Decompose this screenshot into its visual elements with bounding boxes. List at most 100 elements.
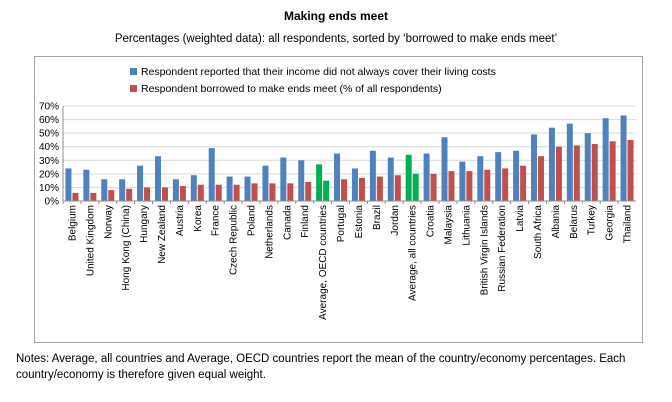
x-tick-label: United Kingdom [85, 205, 96, 276]
bar-borrowed [323, 180, 330, 201]
axes [62, 106, 636, 204]
x-tick-label: Austria [175, 205, 186, 237]
bar-borrowed [412, 173, 419, 201]
bar-income-not-cover [620, 115, 627, 201]
legend-label: Respondent reported that their income di… [141, 66, 496, 78]
bar-income-not-cover [298, 160, 305, 201]
bar-income-not-cover [208, 148, 215, 201]
bar-borrowed [251, 183, 258, 201]
bar-income-not-cover [119, 179, 126, 201]
bar-income-not-cover [334, 153, 341, 201]
bar-income-not-cover [137, 165, 144, 201]
bar-borrowed [358, 177, 365, 201]
bar-income-not-cover [280, 157, 287, 201]
bar-income-not-cover [584, 133, 591, 201]
bar-borrowed [233, 184, 240, 201]
x-tick-label: Jordan [390, 205, 401, 236]
bar-income-not-cover [83, 169, 90, 201]
bar-borrowed [484, 169, 491, 201]
y-axis-ticks: 0% 10% 20% 30% 40% 50% 60% 70% [39, 102, 59, 208]
bar-income-not-cover [459, 161, 466, 201]
bar-income-not-cover [316, 164, 323, 201]
chart-frame: 0% 10% 20% 30% 40% 50% 60% 70% Belgium United Ki… [34, 56, 643, 343]
bar-income-not-cover [65, 168, 72, 201]
bar-borrowed [627, 139, 634, 201]
bar-income-not-cover [423, 153, 430, 201]
bar-borrowed [430, 173, 437, 201]
y-tick-label: 10% [39, 183, 59, 194]
x-tick-label: France [211, 205, 222, 237]
chart-title: Making ends meet [283, 9, 389, 23]
x-tick-label: Belarus [569, 205, 580, 239]
x-tick-label: Estonia [354, 205, 365, 239]
chart-subtitle: Percentages (weighted data): all respond… [114, 33, 558, 45]
bar-income-not-cover [172, 179, 179, 201]
x-tick-label: Netherlands [264, 205, 275, 259]
legend-swatch [130, 85, 137, 92]
x-tick-label: Norway [103, 205, 114, 239]
x-tick-label: Hong Kong (China) [121, 205, 132, 291]
bar-borrowed [609, 141, 616, 201]
y-tick-label: 60% [39, 115, 59, 126]
bar-borrowed [108, 190, 115, 201]
x-tick-label: New Zealand [157, 205, 168, 264]
legend: Respondent reported that their income di… [130, 66, 496, 95]
bar-income-not-cover [369, 150, 376, 201]
x-tick-label: Thailand [623, 205, 634, 243]
y-tick-label: 30% [39, 156, 59, 167]
bar-borrowed [341, 179, 348, 201]
bar-income-not-cover [405, 154, 412, 201]
x-tick-label: Finland [300, 205, 311, 238]
bar-borrowed [520, 165, 527, 201]
bar-borrowed [72, 192, 79, 201]
x-tick-label: Portugal [336, 205, 347, 242]
y-tick-label: 50% [39, 129, 59, 140]
x-tick-label: Canada [282, 205, 293, 240]
bar-income-not-cover [513, 150, 520, 201]
bar-income-not-cover [190, 175, 197, 201]
x-axis-labels: Belgium United Kingdom Norway Hong Kong (Ch… [67, 205, 633, 320]
x-tick-label: Latvia [515, 205, 526, 232]
bar-borrowed [555, 146, 562, 201]
x-tick-label: Czech Republic [229, 205, 240, 275]
bar-borrowed [144, 187, 151, 201]
x-tick-label: Poland [247, 205, 258, 236]
bar-borrowed [394, 175, 401, 201]
bar-borrowed [161, 187, 168, 201]
y-tick-label: 0% [45, 197, 60, 208]
x-tick-label: British Virgin Islands [479, 205, 490, 295]
x-tick-label: Malaysia [443, 205, 454, 245]
bar-borrowed [466, 171, 473, 201]
x-tick-label: Russian Federation [497, 205, 508, 292]
bar-borrowed [269, 183, 276, 201]
x-tick-label: Lithuania [461, 205, 472, 246]
y-tick-label: 70% [39, 102, 59, 113]
bar-borrowed [179, 186, 186, 201]
y-tick-label: 20% [39, 169, 59, 180]
x-tick-label: Belgium [67, 205, 78, 241]
y-tick-label: 40% [39, 142, 59, 153]
bar-income-not-cover [351, 168, 358, 201]
x-tick-label: Georgia [605, 205, 616, 241]
bar-income-not-cover [548, 127, 555, 201]
bar-income-not-cover [566, 123, 573, 201]
bar-borrowed [215, 184, 222, 201]
x-tick-label: Hungary [139, 205, 150, 243]
bar-borrowed [126, 188, 133, 201]
bars [65, 115, 634, 201]
x-tick-label: Croatia [426, 205, 437, 238]
bar-income-not-cover [495, 152, 502, 201]
bar-borrowed [287, 183, 294, 201]
bar-borrowed [448, 171, 455, 201]
bar-income-not-cover [477, 156, 484, 201]
bar-income-not-cover [531, 134, 538, 201]
bar-borrowed [502, 168, 509, 201]
x-tick-label: Korea [193, 205, 204, 232]
bar-income-not-cover [262, 165, 269, 201]
bar-borrowed [538, 156, 545, 201]
bar-chart: 0% 10% 20% 30% 40% 50% 60% 70% Belgium United Ki… [39, 66, 636, 320]
bar-borrowed [197, 184, 204, 201]
bar-income-not-cover [101, 179, 108, 201]
bar-income-not-cover [441, 137, 448, 201]
bar-income-not-cover [602, 118, 609, 201]
